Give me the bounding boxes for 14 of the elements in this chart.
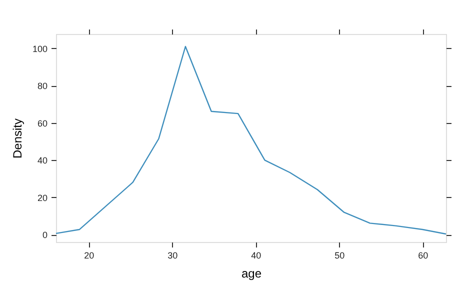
x-tick-label: 50 <box>334 250 345 260</box>
y-tick-label: 0 <box>42 230 48 240</box>
y-axis-title: Density <box>10 118 24 159</box>
x-axis-title: age <box>241 266 262 280</box>
x-tick-label: 40 <box>251 250 262 260</box>
x-tick-label: 60 <box>418 250 428 260</box>
line-series <box>55 46 447 235</box>
y-tick-label: 100 <box>32 44 48 54</box>
y-tick-label: 20 <box>37 192 48 203</box>
x-tick-label: 20 <box>84 250 94 260</box>
y-tick-label: 60 <box>37 118 48 128</box>
y-tick-label: 80 <box>37 81 48 92</box>
x-tick-label: 30 <box>168 250 178 260</box>
y-tick-label: 40 <box>37 156 48 166</box>
